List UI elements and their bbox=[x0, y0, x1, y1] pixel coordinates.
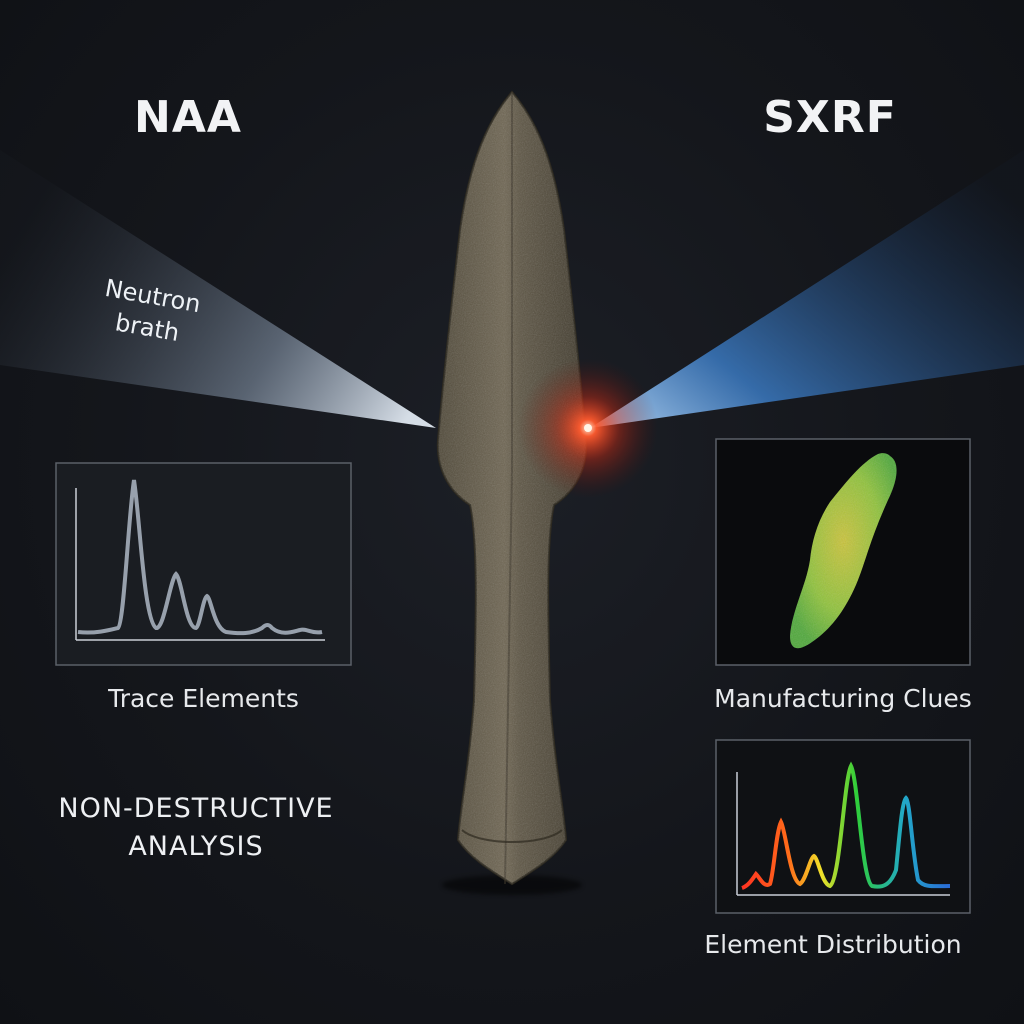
element-distribution-caption: Element Distribution bbox=[704, 930, 962, 959]
neutron-beam bbox=[0, 150, 436, 428]
sxrf-heading: SXRF bbox=[763, 92, 897, 143]
naa-spectrum-panel bbox=[55, 462, 352, 666]
sxrf-spectrum-panel bbox=[715, 739, 971, 914]
xray-beam bbox=[590, 150, 1024, 428]
tagline-line2: ANALYSIS bbox=[128, 831, 264, 862]
naa-heading: NAA bbox=[134, 92, 242, 143]
tagline-line1: NON-DESTRUCTIVE bbox=[58, 793, 334, 824]
element-distribution-spectrum-line bbox=[741, 761, 951, 890]
manufacturing-clues-caption: Manufacturing Clues bbox=[714, 684, 972, 713]
impact-point bbox=[584, 424, 592, 432]
trace-elements-caption: Trace Elements bbox=[108, 684, 299, 713]
trace-element-spectrum-line bbox=[77, 479, 323, 636]
sxrf-map-panel bbox=[715, 438, 971, 666]
spearhead-artifact bbox=[436, 90, 588, 895]
non-destructive-analysis-tagline: NON-DESTRUCTIVE ANALYSIS bbox=[26, 790, 366, 866]
